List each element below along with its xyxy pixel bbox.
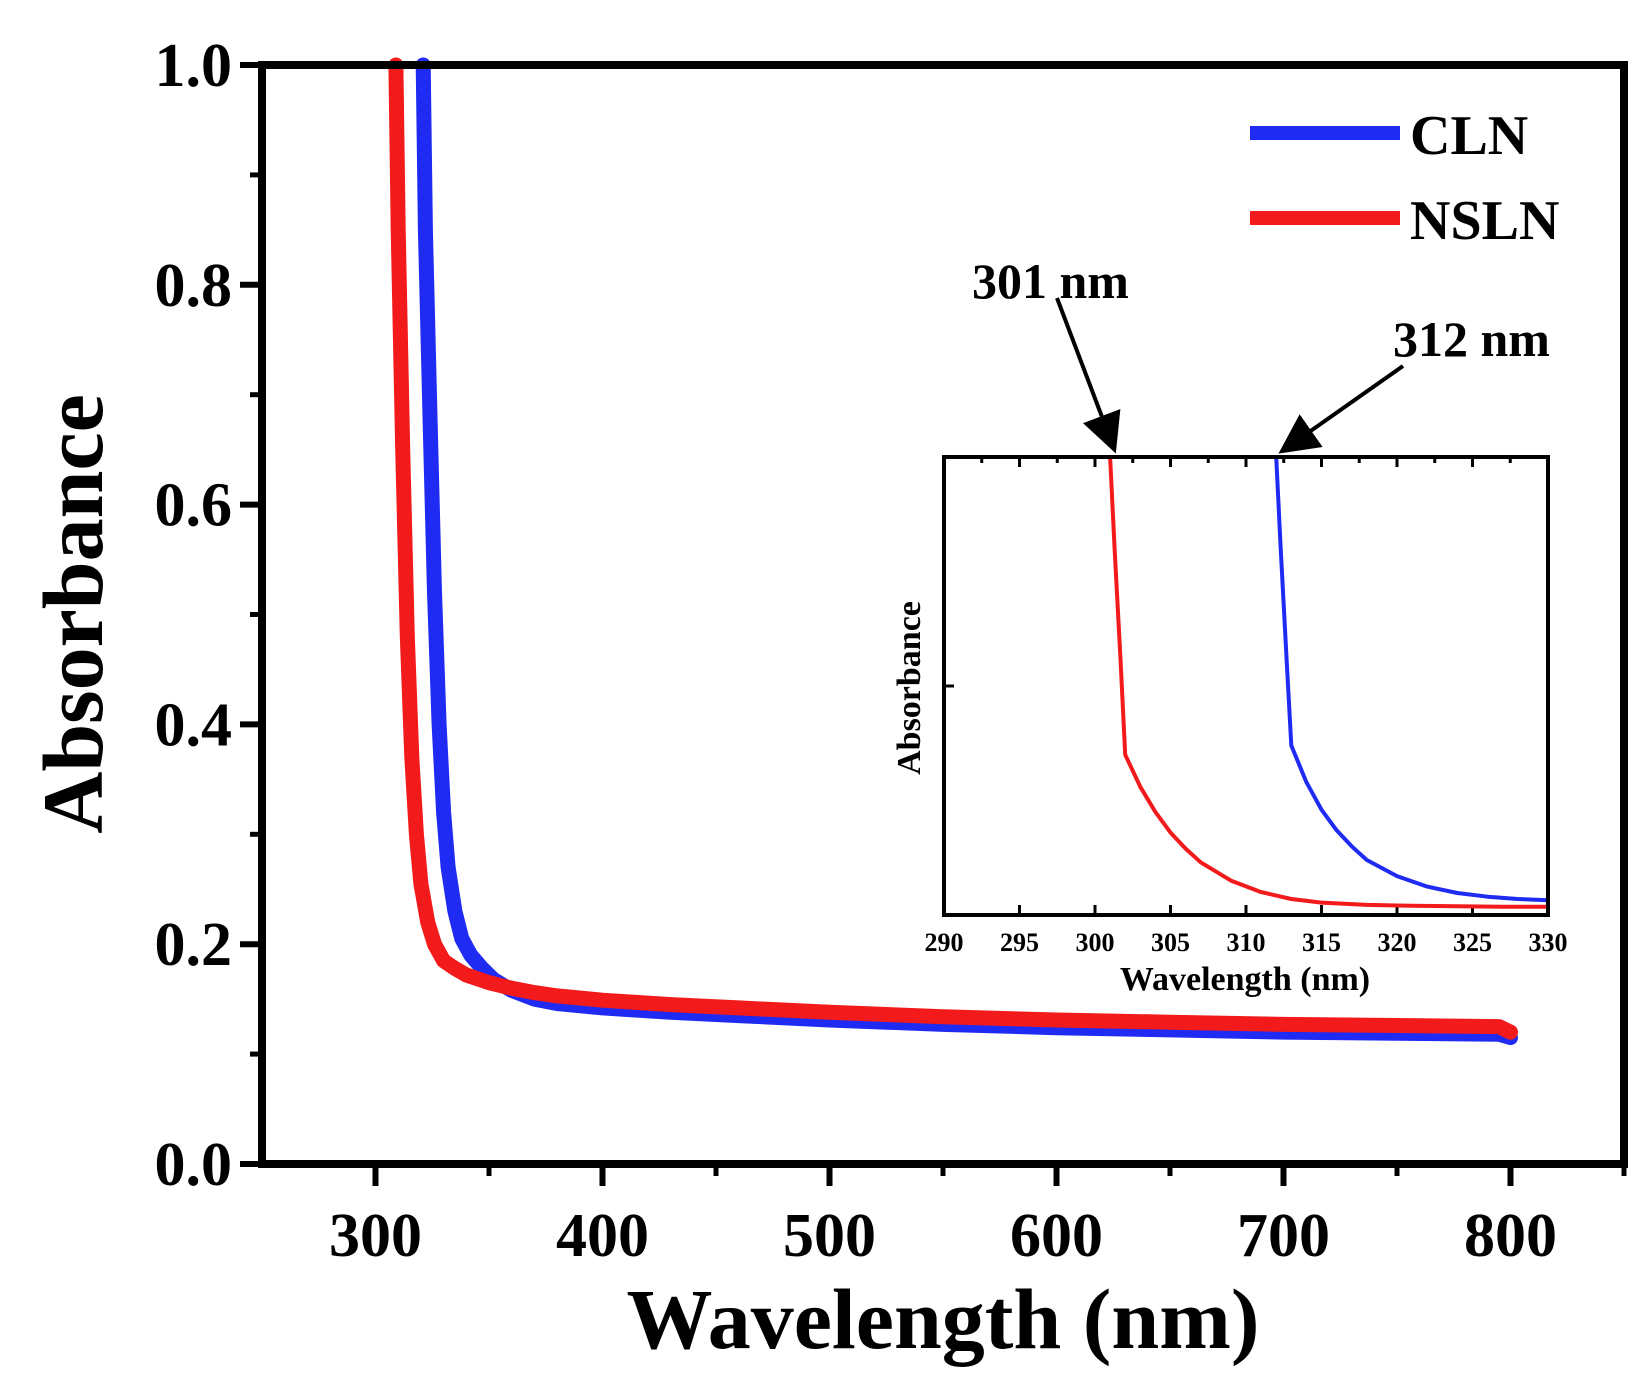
- inset-x-tick-label: 295: [1000, 928, 1039, 957]
- legend: CLN NSLN: [1250, 105, 1559, 252]
- inset-y-axis-label: Absorbance: [891, 601, 928, 775]
- arrow-301nm: [1055, 297, 1121, 454]
- inset-x-tick-label: 305: [1151, 928, 1190, 957]
- main-axis-ticks: 300 400 500 600 700 800 0.0 0.2 0.4 0.6 0.8 1.0: [155, 32, 1627, 1270]
- legend-label-nsln: NSLN: [1410, 190, 1559, 252]
- main-y-axis-label: Absorbance: [25, 394, 121, 834]
- x-tick-label: 400: [556, 1202, 649, 1270]
- inset-x-tick-label: 310: [1227, 928, 1266, 957]
- inset-plot: 290 295 300 305 310 315 320 325 330 Wavelength (…: [891, 455, 1568, 998]
- y-tick-label: 0.8: [155, 252, 233, 320]
- inset-x-tick-label: 315: [1302, 928, 1341, 957]
- main-x-axis-label: Wavelength (nm): [626, 1271, 1259, 1367]
- main-plot: 300 400 500 600 700 800 0.0 0.2 0.4 0.6 0.8 1.0 Wav…: [25, 32, 1628, 1367]
- y-tick-label: 0.6: [155, 472, 233, 540]
- y-tick-label: 0.2: [155, 911, 233, 979]
- inset-series: [1108, 456, 1549, 909]
- y-tick-label: 1.0: [155, 32, 233, 100]
- inset-background: [944, 457, 1548, 915]
- inset-x-axis-label: Wavelength (nm): [1120, 961, 1370, 998]
- x-tick-label: 500: [783, 1202, 876, 1270]
- x-tick-label: 700: [1237, 1202, 1330, 1270]
- inset-series-line-nsln: [1108, 456, 1548, 909]
- inset-plot-frame: [942, 455, 1550, 917]
- x-tick-label: 300: [329, 1202, 422, 1270]
- legend-label-cln: CLN: [1410, 105, 1528, 167]
- inset-x-tick-label: 330: [1529, 928, 1568, 957]
- inset-series-line-cln: [1274, 456, 1549, 903]
- series-line-nsln: [388, 57, 1518, 1040]
- main-series: [388, 57, 1518, 1046]
- inset-x-tick-label: 325: [1453, 928, 1492, 957]
- arrow-312nm: [1278, 364, 1405, 454]
- y-tick-label: 0.4: [155, 691, 233, 759]
- main-plot-frame: [258, 61, 1628, 1168]
- inset-x-tick-label: 300: [1076, 928, 1115, 957]
- inset-x-tick-label: 290: [925, 928, 964, 957]
- x-tick-label: 800: [1464, 1202, 1557, 1270]
- x-tick-label: 600: [1010, 1202, 1103, 1270]
- annotation-301nm: 301 nm: [972, 253, 1129, 309]
- inset-x-tick-label: 320: [1378, 928, 1417, 957]
- y-tick-label: 0.0: [155, 1131, 233, 1199]
- annotation-312nm: 312 nm: [1393, 311, 1550, 367]
